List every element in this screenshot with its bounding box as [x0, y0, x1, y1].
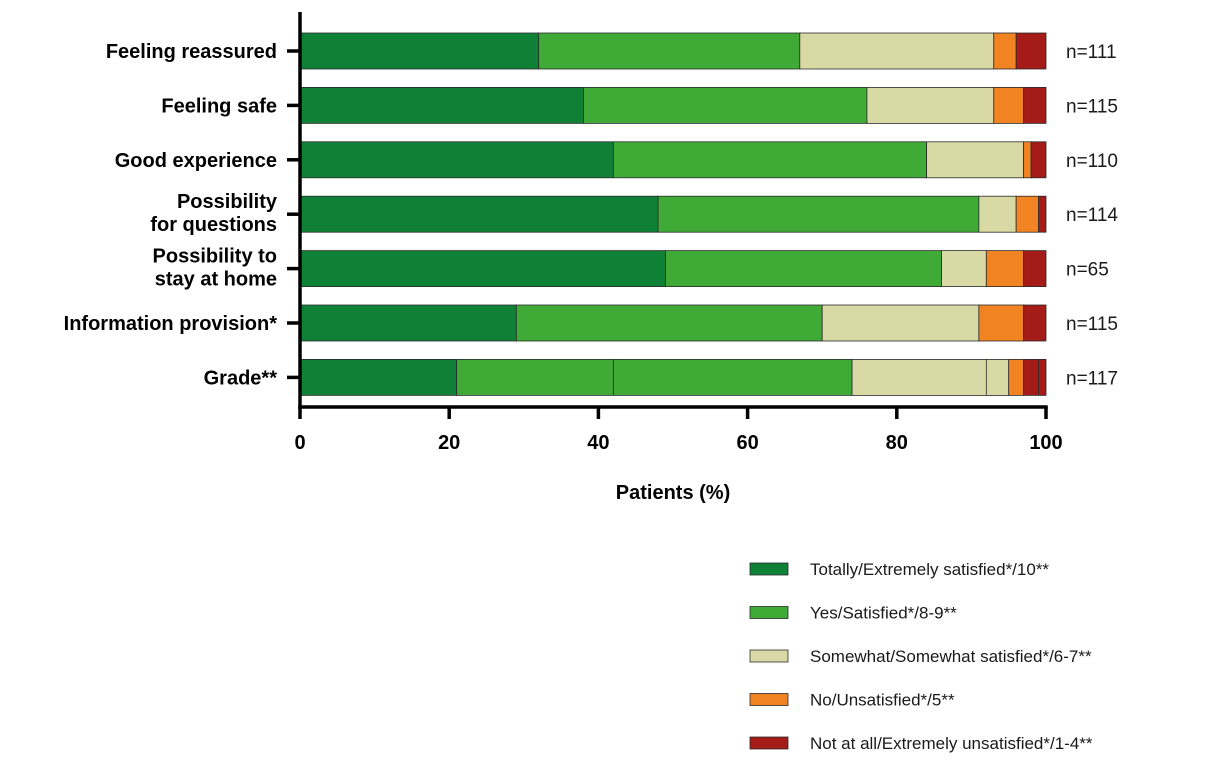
x-axis-title: Patients (%)	[616, 482, 730, 504]
bar-segment-information-provision-s2	[515, 304, 823, 342]
bar-segment-possibility-to-stay-at-home-s4	[985, 250, 1025, 288]
category-label-feeling-safe: Feeling safe	[161, 95, 277, 117]
bar-segment-possibility-for-questions-s4	[1015, 195, 1039, 233]
x-tick-label-60: 60	[736, 432, 758, 454]
labels-layer: Feeling reassured n=111 Feeling safe n=115 G…	[64, 41, 1119, 504]
bar-segment-feeling-safe-s1	[299, 87, 584, 124]
legend-label-s3: Somewhat/Somewhat satisfied*/6-7**	[810, 647, 1092, 666]
bar-segment-good-experience-s4	[1023, 141, 1032, 179]
x-tick-label-0: 0	[294, 432, 305, 454]
x-tick-label-40: 40	[587, 432, 609, 454]
n-label-good-experience: n=110	[1066, 151, 1118, 172]
bar-segment-possibility-to-stay-at-home-s3	[941, 250, 987, 288]
bar-segment-grade-s5	[1023, 358, 1047, 396]
bar-segment-feeling-safe-s4	[993, 87, 1025, 124]
bar-segment-possibility-to-stay-at-home-s1	[299, 250, 666, 288]
legend-swatch-s2	[749, 606, 789, 619]
legend-label-s2: Yes/Satisfied*/8-9**	[810, 604, 957, 623]
category-label-good-experience: Good experience	[115, 150, 277, 172]
legend-label-s4: No/Unsatisfied*/5**	[810, 691, 955, 710]
bar-segment-feeling-reassured-s5	[1015, 32, 1047, 70]
category-label-feeling-reassured: Feeling reassured	[106, 41, 277, 63]
category-label-grade: Grade**	[204, 367, 278, 389]
bar-segment-feeling-reassured-s3	[799, 32, 995, 70]
n-label-feeling-reassured: n=111	[1066, 42, 1117, 63]
bar-segment-good-experience-s5	[1030, 141, 1047, 179]
n-label-information-provision: n=115	[1066, 314, 1118, 335]
bar-segment-feeling-safe-s2	[583, 87, 868, 124]
legend-label-s5: Not at all/Extremely unsatisfied*/1-4**	[810, 734, 1093, 753]
bar-segment-possibility-for-questions-s3	[978, 195, 1017, 233]
category-label-line: Possibility	[177, 191, 278, 213]
category-label-possibility-for-questions: Possibility for questions	[150, 191, 278, 236]
legend: Totally/Extremely satisfied*/10** Yes/Sat…	[749, 560, 1093, 753]
bars-layer	[299, 32, 1047, 396]
n-label-possibility-to-stay-at-home: n=65	[1066, 260, 1109, 281]
bar-segment-good-experience-s3	[926, 141, 1025, 179]
legend-swatch-s3	[749, 649, 789, 663]
x-tick-label-20: 20	[438, 432, 460, 454]
bar-segment-grade-s3	[851, 358, 1010, 396]
bar-segment-feeling-reassured-s2	[538, 32, 801, 70]
axes-layer	[287, 12, 1048, 419]
legend-swatch-s5	[749, 736, 789, 750]
legend-swatch-s4	[749, 693, 789, 706]
bar-segment-grade-s2	[456, 358, 853, 396]
legend-label-s1: Totally/Extremely satisfied*/10**	[810, 560, 1049, 579]
bar-segment-information-provision-s3	[821, 304, 980, 342]
bar-segment-good-experience-s1	[299, 141, 614, 179]
bar-segment-possibility-for-questions-s2	[657, 195, 980, 233]
bar-segment-possibility-to-stay-at-home-s2	[665, 250, 942, 288]
bar-segment-good-experience-s2	[612, 141, 928, 179]
legend-swatch-s1	[749, 562, 789, 576]
x-tick-label-80: 80	[886, 432, 908, 454]
bar-segment-information-provision-s5	[1023, 304, 1047, 342]
category-label-possibility-to-stay-at-home: Possibility to stay at home	[153, 246, 277, 291]
n-label-feeling-safe: n=115	[1066, 96, 1118, 117]
bar-segment-possibility-for-questions-s1	[299, 195, 659, 233]
category-label-line: for questions	[150, 214, 277, 236]
bar-segment-grade-s1	[299, 358, 458, 396]
bar-segment-feeling-safe-s5	[1023, 87, 1047, 124]
category-label-line: Possibility to	[153, 246, 277, 268]
n-label-possibility-for-questions: n=114	[1066, 205, 1118, 226]
bar-segment-possibility-for-questions-s5	[1038, 195, 1047, 233]
category-label-information-provision: Information provision*	[64, 313, 278, 335]
x-tick-label-100: 100	[1029, 432, 1062, 454]
category-label-line: stay at home	[155, 269, 277, 291]
bar-segment-information-provision-s4	[978, 304, 1025, 342]
n-label-grade: n=117	[1066, 368, 1118, 389]
bar-segment-feeling-reassured-s1	[299, 32, 540, 70]
bar-segment-possibility-to-stay-at-home-s5	[1023, 250, 1047, 288]
bar-segment-information-provision-s1	[299, 304, 517, 342]
bar-segment-grade-s4	[1008, 358, 1025, 396]
bar-segment-feeling-safe-s3	[866, 87, 995, 124]
bar-segment-feeling-reassured-s4	[993, 32, 1017, 70]
